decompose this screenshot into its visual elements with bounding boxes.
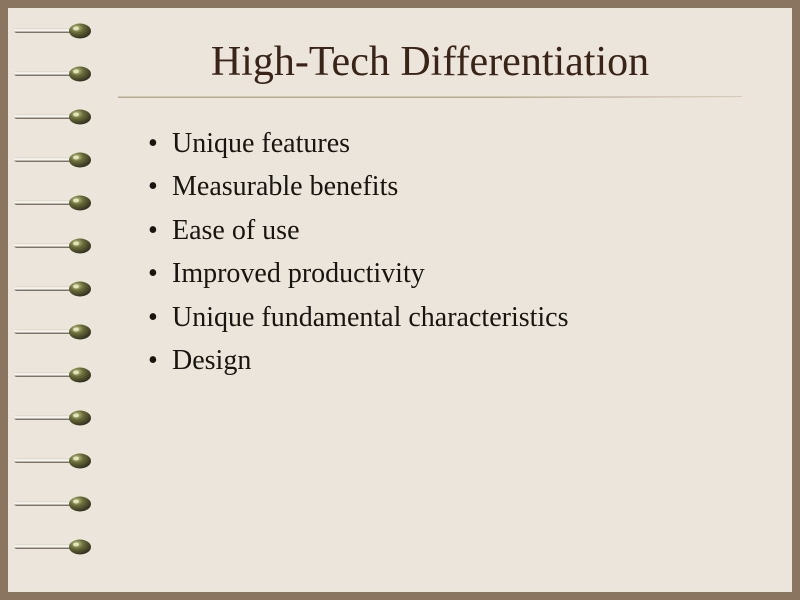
binding-ring-icon: [14, 65, 92, 83]
slide: High-Tech Differentiation Unique feature…: [8, 8, 792, 592]
bullet-item: Design: [148, 339, 752, 382]
slide-title: High-Tech Differentiation: [118, 38, 742, 96]
binding-ring-icon: [14, 22, 92, 40]
binding-ring-icon: [14, 194, 92, 212]
bullet-item: Improved productivity: [148, 252, 752, 295]
binding-ring-icon: [14, 409, 92, 427]
bullet-item: Unique fundamental characteristics: [148, 296, 752, 339]
binding-ring-icon: [14, 323, 92, 341]
binding-ring-icon: [14, 237, 92, 255]
spiral-binding: [8, 8, 98, 592]
title-divider: [118, 96, 742, 98]
bullet-list: Unique featuresMeasurable benefitsEase o…: [108, 122, 752, 382]
binding-ring-icon: [14, 151, 92, 169]
binding-ring-icon: [14, 366, 92, 384]
bullet-item: Unique features: [148, 122, 752, 165]
bullet-item: Measurable benefits: [148, 165, 752, 208]
bullet-item: Ease of use: [148, 209, 752, 252]
binding-ring-icon: [14, 538, 92, 556]
binding-ring-icon: [14, 280, 92, 298]
binding-ring-icon: [14, 108, 92, 126]
binding-ring-icon: [14, 452, 92, 470]
binding-ring-icon: [14, 495, 92, 513]
slide-content: High-Tech Differentiation Unique feature…: [108, 38, 752, 382]
